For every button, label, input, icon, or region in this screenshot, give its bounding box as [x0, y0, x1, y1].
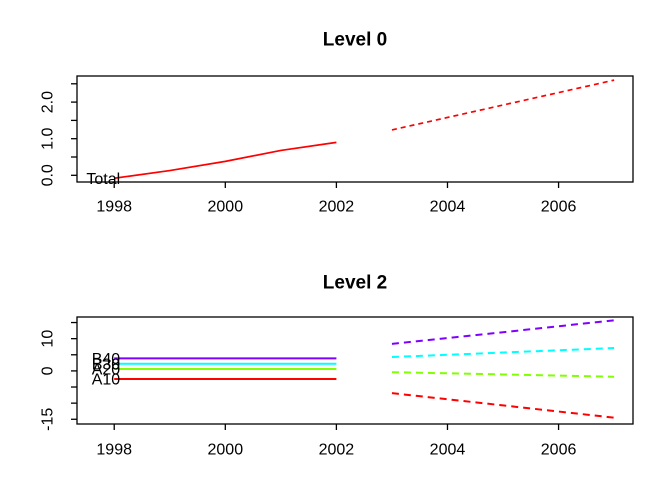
x-axis-tick-label: 2000 — [208, 442, 244, 459]
x-axis-tick-label: 2002 — [319, 442, 355, 459]
series-forecast-line-a20 — [391, 371, 615, 378]
series-start-label-total: Total — [86, 171, 120, 188]
y-axis-tick-label: 0 — [40, 366, 57, 375]
x-axis-tick-label: 1998 — [96, 442, 132, 459]
y-axis-tick-label: -15 — [40, 408, 57, 431]
series-start-label-b30: B30 — [92, 356, 121, 373]
x-axis-tick-label: 2000 — [208, 199, 244, 216]
y-axis-tick-label: 0.0 — [40, 164, 57, 186]
plot-box — [76, 316, 634, 425]
y-axis-tick-label: 2.0 — [40, 91, 57, 113]
panel-level-0-title: Level 0 — [323, 30, 387, 51]
x-axis-tick-label: 1998 — [96, 199, 132, 216]
x-axis-tick-label: 2004 — [430, 199, 466, 216]
x-axis-tick-label: 2004 — [430, 442, 466, 459]
series-forecast-line-b40 — [391, 319, 615, 345]
panel-level-0-plot-area: 1998 2000 2002 2004 2006 0.0 1.0 2.0 Total — [40, 75, 634, 216]
y-axis-tick-label: 1.0 — [40, 127, 57, 149]
x-axis-tick-label: 2006 — [541, 199, 577, 216]
series-forecast-line-a10 — [391, 392, 615, 419]
panel-level-2: Level 2 1998 2000 2002 2004 2006 10 0 -15 A10A20… — [40, 273, 634, 459]
series-observed-line-total — [114, 141, 337, 180]
plot-box — [76, 75, 634, 183]
y-axis-tick-label: 10 — [40, 330, 57, 348]
panel-level-0: Level 0 1998 2000 2002 2004 2006 0.0 1.0 2.0 Tot… — [40, 30, 634, 216]
series-start-label-a20: A20 — [92, 362, 121, 379]
series-forecast-line-b30 — [391, 347, 615, 359]
series-start-label-a10: A10 — [92, 372, 121, 389]
x-axis-tick-label: 2006 — [541, 442, 577, 459]
x-axis-tick-label: 2002 — [319, 199, 355, 216]
series-start-label-b40: B40 — [92, 351, 121, 368]
panel-level-2-title: Level 2 — [323, 273, 387, 294]
series-forecast-line-total — [391, 79, 615, 131]
